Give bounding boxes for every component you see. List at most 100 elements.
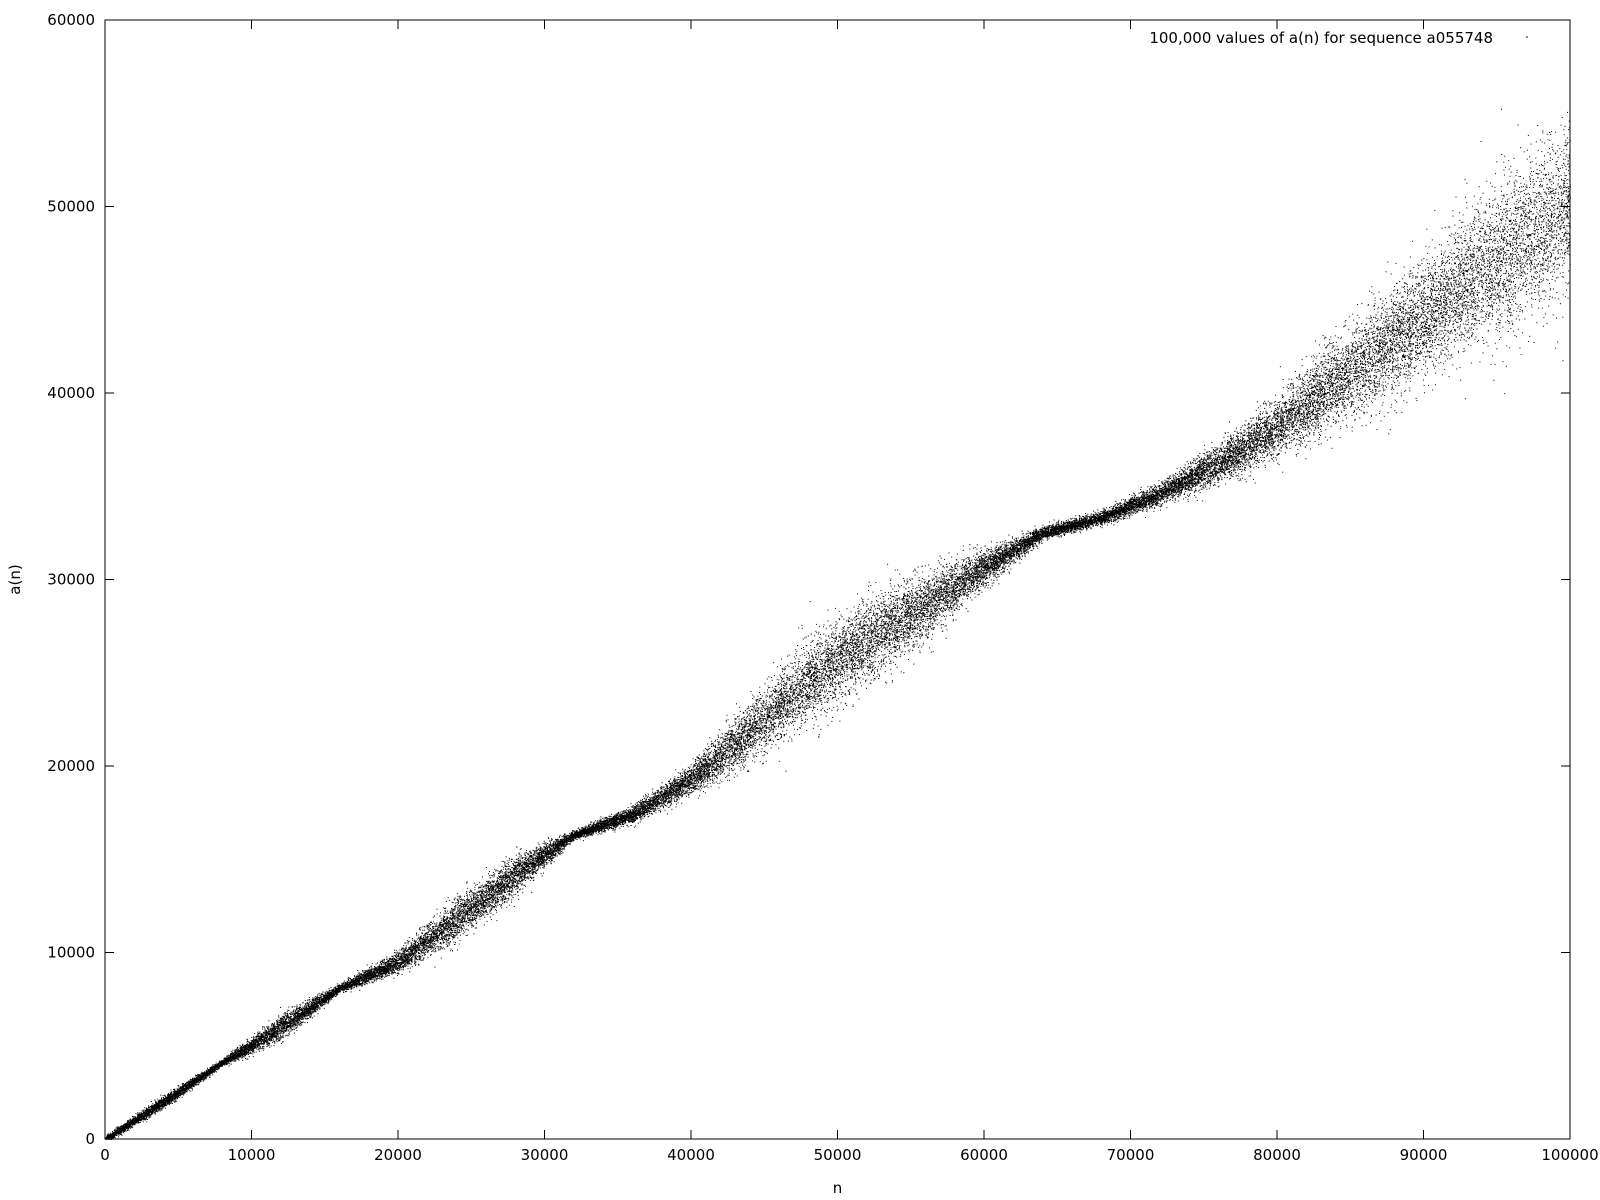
data-point	[1078, 518, 1080, 520]
data-point	[1330, 365, 1331, 367]
data-point	[1205, 467, 1207, 469]
data-point	[697, 778, 699, 780]
data-point	[1364, 330, 1366, 332]
data-point	[795, 669, 797, 671]
data-point	[1462, 312, 1464, 314]
data-point	[1362, 335, 1364, 337]
data-point	[1387, 328, 1389, 330]
data-point	[717, 757, 718, 759]
data-point	[1420, 328, 1422, 330]
data-point	[870, 611, 872, 613]
data-point	[848, 655, 850, 657]
data-point	[1236, 446, 1238, 448]
data-point	[1470, 265, 1471, 267]
data-point	[962, 590, 964, 592]
data-point	[1266, 434, 1267, 436]
data-point	[1455, 336, 1457, 338]
data-point	[1323, 372, 1325, 374]
data-point	[1283, 443, 1285, 445]
data-point	[1194, 495, 1195, 497]
data-point	[879, 632, 881, 634]
data-point	[1354, 418, 1356, 420]
data-point	[1343, 379, 1345, 381]
data-point	[690, 771, 692, 772]
data-point	[1094, 523, 1096, 525]
data-point	[1450, 294, 1452, 296]
data-point	[1237, 456, 1239, 458]
data-point	[710, 762, 712, 764]
data-point	[974, 589, 976, 591]
data-point	[524, 872, 526, 873]
data-point	[206, 1076, 208, 1078]
data-point	[313, 1015, 315, 1017]
data-point	[145, 1107, 147, 1109]
data-point	[1482, 223, 1484, 224]
data-point	[1198, 481, 1200, 483]
data-point	[1141, 491, 1143, 493]
data-point	[1266, 441, 1268, 443]
data-point	[907, 599, 909, 601]
data-point	[754, 728, 756, 730]
data-point	[1441, 253, 1442, 254]
data-point	[1370, 346, 1372, 348]
data-point	[1523, 223, 1525, 225]
data-point	[1006, 569, 1008, 571]
data-point	[834, 693, 836, 695]
data-point	[350, 987, 352, 989]
data-point	[1537, 173, 1539, 175]
data-point	[1293, 419, 1295, 421]
data-point	[1427, 304, 1429, 305]
data-point	[631, 812, 633, 814]
data-point	[658, 803, 660, 805]
data-point	[1361, 366, 1362, 368]
data-point	[739, 743, 741, 744]
data-point	[706, 764, 707, 766]
data-point	[903, 581, 905, 583]
data-point	[352, 980, 354, 982]
data-point	[626, 819, 628, 821]
data-point	[1534, 192, 1536, 194]
data-point	[700, 783, 702, 785]
data-point	[1446, 273, 1448, 275]
data-point	[1270, 443, 1272, 444]
data-point	[900, 637, 902, 638]
data-point	[1360, 363, 1362, 365]
data-point	[788, 665, 790, 667]
data-point	[1368, 347, 1370, 349]
data-point	[518, 877, 520, 879]
data-points	[105, 108, 1571, 1140]
data-point	[914, 574, 916, 576]
data-point	[1564, 186, 1566, 188]
data-point	[708, 746, 710, 748]
data-point	[789, 679, 791, 681]
data-point	[759, 761, 761, 763]
data-point	[1328, 370, 1330, 372]
data-point	[1346, 426, 1348, 428]
data-point	[1405, 303, 1407, 304]
data-point	[1252, 456, 1254, 458]
data-point	[1326, 395, 1328, 397]
data-point	[1405, 299, 1407, 301]
data-point	[1448, 322, 1450, 324]
data-point	[1391, 386, 1393, 388]
data-point	[1562, 187, 1564, 188]
data-point	[940, 592, 942, 594]
data-point	[1512, 213, 1514, 215]
data-point	[760, 751, 762, 753]
data-point	[923, 628, 924, 630]
data-point	[1353, 358, 1354, 360]
data-point	[1457, 267, 1459, 269]
data-point	[870, 638, 872, 640]
data-point	[796, 678, 798, 680]
data-point	[1455, 320, 1457, 322]
data-point	[1377, 326, 1379, 328]
data-point	[1229, 441, 1230, 443]
data-point	[1277, 445, 1279, 447]
data-point	[1502, 228, 1504, 230]
data-point	[1273, 442, 1275, 444]
data-point	[449, 910, 451, 912]
data-point	[869, 620, 870, 622]
data-point	[1383, 357, 1385, 359]
data-point	[1293, 409, 1295, 411]
